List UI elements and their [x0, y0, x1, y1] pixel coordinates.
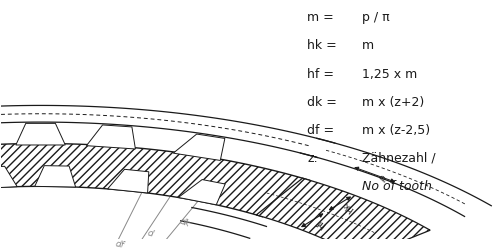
Text: df =: df =: [308, 124, 334, 137]
Polygon shape: [108, 169, 149, 193]
Text: dk =: dk =: [308, 96, 337, 109]
Text: hf =: hf =: [308, 68, 334, 80]
Text: d: d: [146, 228, 154, 238]
Polygon shape: [256, 178, 430, 250]
Text: Zähnezahl /: Zähnezahl /: [362, 152, 436, 165]
Text: hk: hk: [342, 200, 355, 213]
Text: p: p: [377, 173, 388, 183]
Polygon shape: [174, 134, 225, 160]
Text: hf: hf: [314, 217, 327, 230]
Text: dk: dk: [178, 216, 191, 229]
Text: p / π: p / π: [362, 12, 390, 24]
Polygon shape: [178, 180, 225, 205]
Text: m: m: [362, 40, 374, 52]
Text: hk =: hk =: [308, 40, 337, 52]
Text: No of tooth: No of tooth: [362, 180, 432, 193]
Text: m x (z+2): m x (z+2): [362, 96, 424, 109]
Text: z:: z:: [308, 152, 318, 165]
Text: 1,25 x m: 1,25 x m: [362, 68, 418, 80]
Text: df: df: [114, 240, 126, 250]
Polygon shape: [86, 125, 136, 149]
Polygon shape: [0, 166, 17, 189]
Polygon shape: [16, 123, 66, 145]
Polygon shape: [0, 144, 310, 217]
Polygon shape: [34, 166, 76, 187]
Text: m x (z-2,5): m x (z-2,5): [362, 124, 430, 137]
Text: m =: m =: [308, 12, 334, 24]
